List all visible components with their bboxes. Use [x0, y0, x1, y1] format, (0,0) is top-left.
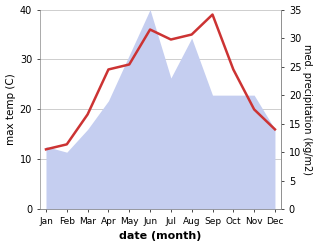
Y-axis label: max temp (C): max temp (C) [5, 74, 16, 145]
X-axis label: date (month): date (month) [119, 231, 202, 242]
Y-axis label: med. precipitation (kg/m2): med. precipitation (kg/m2) [302, 44, 313, 175]
